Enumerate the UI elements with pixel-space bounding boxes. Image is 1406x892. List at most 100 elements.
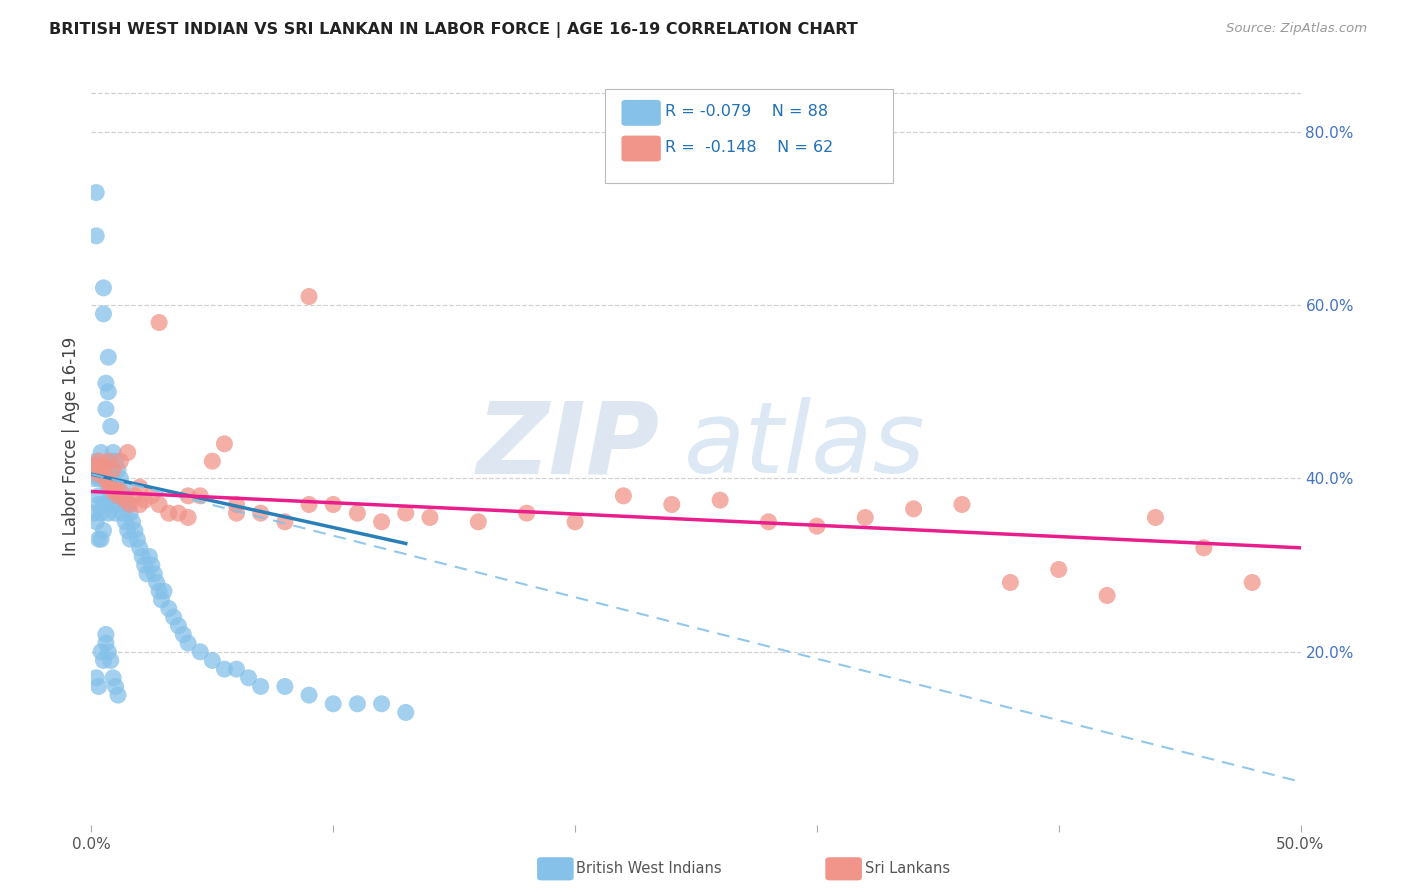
Point: [188, 489, 211, 503]
Point: [111, 506, 134, 520]
Point: [107, 463, 129, 477]
Point: [322, 498, 344, 512]
Point: [143, 566, 166, 581]
Point: [87, 467, 110, 482]
Point: [97, 506, 120, 520]
Point: [214, 437, 236, 451]
Point: [94, 471, 117, 485]
Point: [94, 498, 117, 512]
Point: [124, 524, 146, 538]
Point: [346, 506, 368, 520]
Text: Source: ZipAtlas.com: Source: ZipAtlas.com: [1226, 22, 1367, 36]
Point: [117, 445, 139, 459]
Point: [298, 289, 321, 303]
Point: [903, 501, 925, 516]
Point: [238, 671, 260, 685]
Point: [110, 484, 132, 499]
Point: [104, 680, 127, 694]
Point: [612, 489, 634, 503]
Point: [90, 471, 112, 485]
Point: [104, 480, 127, 494]
Point: [346, 697, 368, 711]
Point: [107, 688, 129, 702]
Point: [93, 524, 115, 538]
Point: [87, 498, 110, 512]
Point: [157, 601, 180, 615]
Point: [148, 316, 170, 330]
Point: [110, 498, 132, 512]
Point: [157, 506, 180, 520]
Point: [853, 510, 876, 524]
Point: [90, 506, 112, 520]
Point: [97, 475, 120, 490]
Point: [120, 506, 142, 520]
Point: [141, 489, 163, 503]
Point: [111, 480, 134, 494]
Point: [117, 524, 139, 538]
Point: [114, 489, 136, 503]
Point: [100, 489, 122, 503]
Point: [90, 532, 112, 546]
Point: [87, 471, 110, 485]
Point: [97, 480, 120, 494]
Point: [101, 463, 124, 477]
Point: [101, 671, 124, 685]
Point: [214, 662, 236, 676]
Point: [274, 515, 297, 529]
Point: [249, 506, 271, 520]
Point: [150, 592, 173, 607]
Point: [94, 627, 117, 641]
Point: [274, 680, 297, 694]
Point: [84, 454, 107, 468]
Point: [148, 584, 170, 599]
Point: [395, 706, 418, 720]
Text: R = -0.079    N = 88: R = -0.079 N = 88: [665, 104, 828, 119]
Point: [395, 506, 418, 520]
Point: [950, 498, 973, 512]
Point: [120, 532, 142, 546]
Point: [128, 541, 150, 555]
Point: [97, 645, 120, 659]
Point: [93, 653, 115, 667]
Point: [84, 515, 107, 529]
Point: [100, 419, 122, 434]
Point: [84, 671, 107, 685]
Point: [93, 458, 115, 473]
Point: [110, 454, 132, 468]
Point: [93, 458, 115, 473]
Point: [107, 489, 129, 503]
Point: [145, 575, 167, 590]
Point: [1144, 510, 1167, 524]
Point: [87, 532, 110, 546]
Point: [172, 627, 194, 641]
Point: [127, 532, 149, 546]
Point: [100, 653, 122, 667]
Point: [121, 515, 143, 529]
Point: [83, 506, 105, 520]
Point: [128, 480, 150, 494]
Point: [1047, 562, 1070, 576]
Point: [117, 498, 139, 512]
Point: [249, 680, 271, 694]
Point: [128, 498, 150, 512]
Point: [225, 506, 247, 520]
Point: [201, 454, 224, 468]
Point: [167, 506, 190, 520]
Point: [90, 445, 112, 459]
Point: [90, 463, 112, 477]
Point: [322, 697, 344, 711]
Point: [101, 445, 124, 459]
Point: [138, 549, 160, 564]
Point: [1000, 575, 1022, 590]
Point: [153, 584, 176, 599]
Point: [131, 549, 153, 564]
Point: [114, 515, 136, 529]
Point: [90, 645, 112, 659]
Point: [806, 519, 828, 533]
Point: [101, 498, 124, 512]
Point: [370, 697, 392, 711]
Text: R =  -0.148    N = 62: R = -0.148 N = 62: [665, 140, 834, 154]
Point: [87, 680, 110, 694]
Text: Sri Lankans: Sri Lankans: [865, 862, 950, 876]
Point: [177, 489, 200, 503]
